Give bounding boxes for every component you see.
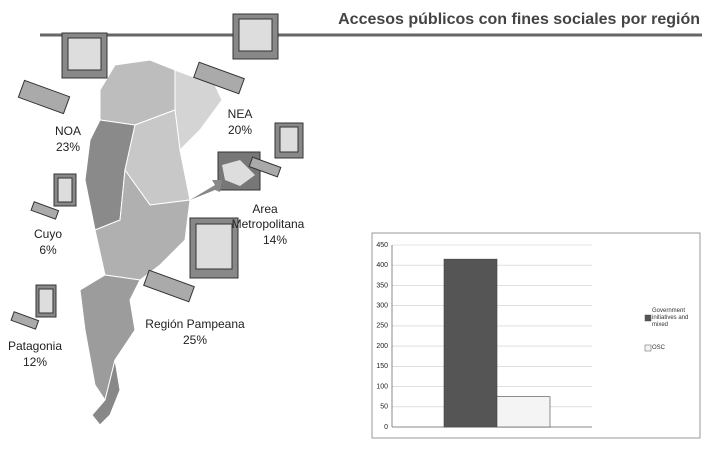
region-percent: 23% — [56, 140, 80, 154]
monitor-icons — [10, 13, 304, 330]
region-percent: 6% — [39, 243, 57, 257]
y-tick-label: 50 — [380, 404, 388, 411]
region-percent: 20% — [228, 123, 252, 137]
y-tick-label: 450 — [376, 242, 388, 249]
region-name: Cuyo — [34, 227, 62, 241]
y-tick-label: 250 — [376, 323, 388, 330]
region-name: NEA — [228, 107, 253, 121]
y-tick-label: 0 — [384, 424, 388, 431]
metro-inset — [190, 151, 261, 200]
y-tick-label: 100 — [376, 383, 388, 390]
region-name: Región Pampeana — [145, 317, 245, 331]
y-tick-label: 300 — [376, 303, 388, 310]
region-name: Metropolitana — [232, 217, 305, 231]
y-tick-label: 200 — [376, 343, 388, 350]
title: Accesos públicos con fines sociales por … — [338, 11, 700, 28]
region-name: NOA — [55, 124, 81, 138]
legend-swatch — [644, 314, 652, 322]
map — [79, 59, 223, 426]
bar — [496, 396, 551, 428]
region-name: Patagonia — [8, 339, 62, 353]
bar — [443, 258, 498, 428]
y-tick-label: 400 — [376, 262, 388, 269]
region-percent: 12% — [23, 355, 47, 369]
region-name: Area — [252, 202, 278, 216]
y-tick-label: 150 — [376, 363, 388, 370]
region-percent: 14% — [263, 233, 287, 247]
legend-swatch — [644, 344, 652, 352]
legend-label: OSC — [652, 345, 666, 351]
legend-label: Government initiatives and mixed — [652, 308, 689, 328]
y-tick-label: 350 — [376, 282, 388, 289]
region-percent: 25% — [183, 333, 207, 347]
